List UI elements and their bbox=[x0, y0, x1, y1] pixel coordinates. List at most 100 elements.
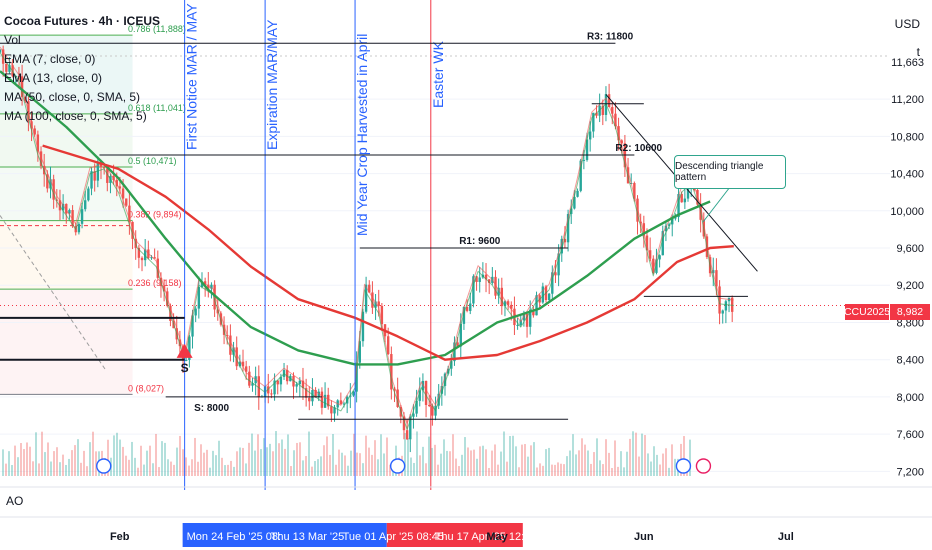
volume-bar bbox=[668, 467, 670, 476]
candle-body bbox=[118, 186, 122, 189]
candle-body bbox=[156, 258, 160, 278]
volume-bar bbox=[260, 449, 262, 476]
candle-body bbox=[484, 274, 488, 280]
candle-body bbox=[368, 284, 371, 293]
candle-body bbox=[55, 199, 59, 201]
volume-bar bbox=[62, 454, 64, 476]
volume-bar bbox=[374, 440, 376, 476]
volume-bar bbox=[86, 466, 88, 476]
volume-bar bbox=[614, 440, 616, 476]
y-tick-label: 10,800 bbox=[890, 131, 924, 143]
volume-bar bbox=[632, 431, 634, 476]
candle-body bbox=[658, 255, 661, 260]
candle-body bbox=[497, 287, 500, 296]
ma50-line bbox=[0, 70, 711, 366]
volume-bar bbox=[689, 439, 691, 476]
volume-bar bbox=[317, 459, 319, 476]
volume-bar bbox=[194, 437, 196, 476]
event-label: First Notice MAR / MAY bbox=[184, 3, 200, 150]
volume-bar bbox=[551, 464, 553, 476]
volume-bar bbox=[671, 444, 673, 476]
candle-body bbox=[194, 308, 197, 316]
candle-body bbox=[557, 253, 560, 276]
candle-body bbox=[49, 179, 52, 189]
candle-body bbox=[415, 400, 418, 414]
volume-bar bbox=[230, 460, 232, 476]
fib-label: 0 (8,027) bbox=[128, 383, 164, 393]
candle-body bbox=[396, 389, 399, 408]
candle-body bbox=[547, 293, 551, 301]
volume-bar bbox=[659, 464, 661, 476]
candle-body bbox=[323, 394, 327, 408]
volume-bar bbox=[356, 452, 358, 476]
volume-bar bbox=[287, 434, 289, 476]
legend-symbol[interactable]: Cocoa Futures · 4h · ICEUS bbox=[4, 14, 161, 28]
volume-bar bbox=[302, 460, 304, 476]
volume-bar bbox=[527, 456, 529, 476]
legend-ema13[interactable]: EMA (13, close, 0) bbox=[4, 71, 103, 85]
candle-body bbox=[465, 307, 469, 311]
volume-bar bbox=[71, 450, 73, 476]
volume-bar bbox=[191, 459, 193, 476]
x-highlight-band bbox=[182, 523, 387, 547]
candle-body bbox=[655, 259, 658, 273]
candle-body bbox=[440, 385, 444, 394]
volume-bar bbox=[257, 434, 259, 476]
fib-label: 0.236 (9,158) bbox=[128, 278, 182, 288]
candle-body bbox=[566, 214, 570, 243]
volume-bar bbox=[368, 447, 370, 476]
volume-bar bbox=[206, 449, 208, 476]
candle-body bbox=[137, 247, 141, 258]
volume-bar bbox=[17, 457, 19, 476]
candle-body bbox=[541, 286, 545, 303]
x-highlight-label: Mon 24 Feb '25 08: bbox=[187, 531, 281, 543]
volume-bar bbox=[593, 452, 595, 476]
volume-bar bbox=[314, 461, 316, 476]
legend-ma50[interactable]: MA (50, close, 0, SMA, 5) bbox=[4, 90, 141, 104]
candle-body bbox=[393, 389, 396, 391]
candle-body bbox=[431, 405, 434, 416]
candle-body bbox=[251, 383, 254, 386]
candle-body bbox=[80, 209, 84, 224]
signal-arrow bbox=[176, 343, 193, 358]
candle-body bbox=[128, 205, 131, 222]
volume-bar bbox=[584, 444, 586, 476]
volume-bar bbox=[467, 447, 469, 476]
volume-bar bbox=[239, 447, 241, 476]
volume-bar bbox=[323, 445, 325, 476]
candle-body bbox=[213, 284, 216, 310]
y-tick-label: 10,400 bbox=[890, 169, 924, 181]
dividend-icon bbox=[695, 458, 712, 474]
candle-body bbox=[0, 49, 2, 53]
candle-body bbox=[358, 341, 361, 363]
volume-bar bbox=[320, 456, 322, 476]
volume-bar bbox=[479, 446, 481, 476]
candle-body bbox=[554, 272, 557, 276]
volume-bar bbox=[518, 467, 520, 476]
candle-body bbox=[121, 188, 125, 199]
candle-body bbox=[355, 362, 358, 392]
candle-body bbox=[459, 323, 462, 347]
volume-bar bbox=[536, 467, 538, 476]
volume-bar bbox=[23, 449, 25, 476]
volume-bar bbox=[635, 432, 637, 476]
volume-bar bbox=[269, 443, 271, 476]
candle-body bbox=[90, 171, 93, 189]
legend-ema7[interactable]: EMA (7, close, 0) bbox=[4, 52, 96, 66]
legend-ma100[interactable]: MA (100, close, 0, SMA, 5) bbox=[4, 109, 147, 123]
volume-bar bbox=[41, 431, 43, 476]
volume-bar bbox=[80, 462, 82, 476]
candle-body bbox=[106, 168, 109, 183]
volume-bar bbox=[212, 450, 214, 476]
candle-body bbox=[595, 112, 598, 116]
volume-bar bbox=[293, 450, 295, 476]
candle-body bbox=[532, 309, 535, 316]
volume-bar bbox=[266, 447, 268, 476]
candle-body bbox=[39, 151, 43, 166]
volume-bar bbox=[407, 437, 409, 476]
legend-vol[interactable]: Vol bbox=[4, 33, 21, 47]
volume-bar bbox=[29, 446, 31, 476]
candle-body bbox=[301, 380, 305, 389]
volume-bar bbox=[56, 447, 58, 476]
